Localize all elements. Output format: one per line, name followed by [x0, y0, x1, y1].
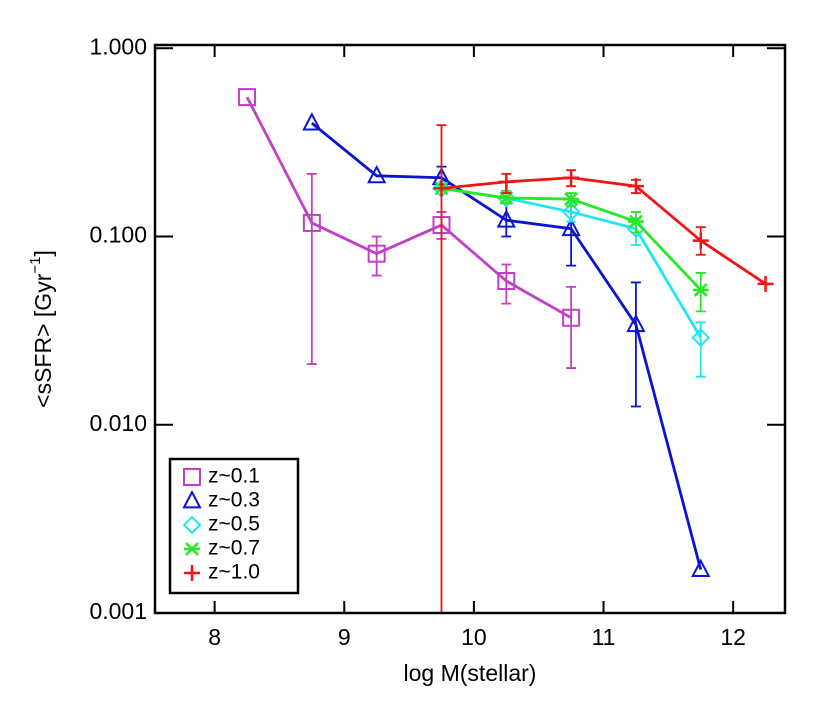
y-tick-label: 0.001	[89, 598, 147, 624]
legend-marker	[183, 468, 201, 486]
data-point	[563, 169, 580, 186]
data-point	[563, 192, 580, 206]
legend: z~0.1z~0.3z~0.5z~0.7z~1.0	[168, 457, 300, 595]
data-point	[561, 202, 581, 222]
legend-item: z~0.3	[182, 489, 260, 512]
y-axis-label: <sSFR> [Gyr−1]	[27, 250, 56, 408]
legend-item: z~1.0	[184, 561, 260, 584]
x-tick-label: 12	[720, 624, 746, 650]
data-point	[302, 112, 322, 131]
data-point	[496, 188, 516, 208]
y-axis-label-sup: −1	[27, 257, 44, 274]
y-tick-label: 0.010	[89, 410, 147, 436]
series-line	[245, 96, 572, 319]
data-point	[627, 178, 644, 195]
y-axis-label-end: ]	[30, 250, 56, 256]
error-bar	[306, 172, 317, 365]
data-point	[433, 180, 450, 197]
error-bar	[630, 281, 641, 408]
data-point	[692, 283, 709, 297]
legend-label: z~0.3	[208, 489, 260, 512]
legend-marker	[182, 490, 202, 509]
y-tick-label: 1.000	[89, 33, 147, 59]
data-point	[496, 209, 516, 228]
error-bar	[436, 124, 447, 614]
data-point	[757, 275, 774, 292]
x-tick-label: 9	[338, 624, 351, 650]
x-tick-label: 8	[208, 624, 221, 650]
data-point	[626, 313, 646, 333]
series-line	[441, 176, 767, 286]
x-tick-label: 11	[592, 624, 616, 650]
legend-item: z~0.1	[183, 465, 260, 488]
data-point	[238, 88, 257, 107]
data-point	[497, 272, 516, 291]
legend-item: z~0.5	[182, 513, 260, 536]
data-point	[562, 308, 581, 327]
data-point	[498, 191, 515, 205]
legend-label: z~1.0	[208, 561, 260, 584]
error-bar	[566, 285, 577, 369]
data-point	[691, 558, 711, 578]
series-line	[310, 122, 703, 570]
error-bar	[695, 321, 706, 378]
x-tick-label: 10	[461, 624, 487, 650]
legend-label: z~0.5	[208, 513, 260, 536]
y-tick-label: 0.100	[89, 222, 147, 248]
data-point	[367, 244, 386, 263]
plot-frame	[153, 43, 787, 615]
legend-marker	[184, 542, 200, 556]
legend-label: z~0.7	[208, 537, 260, 560]
data-point	[367, 164, 387, 184]
error-bar	[371, 235, 382, 277]
data-point	[627, 214, 644, 229]
data-point	[691, 328, 711, 348]
data-point	[561, 217, 581, 237]
x-axis-label: log M(stellar)	[404, 660, 537, 686]
y-axis-label-main: <sSFR> [Gyr	[30, 273, 56, 408]
error-bar	[501, 263, 512, 305]
data-point	[498, 173, 515, 190]
data-point	[692, 232, 709, 249]
error-bar	[695, 272, 706, 313]
legend-label: z~0.1	[208, 465, 260, 488]
legend-marker	[184, 565, 200, 581]
legend-marker	[182, 515, 202, 535]
legend-item: z~0.7	[184, 537, 260, 560]
data-point	[302, 213, 321, 232]
